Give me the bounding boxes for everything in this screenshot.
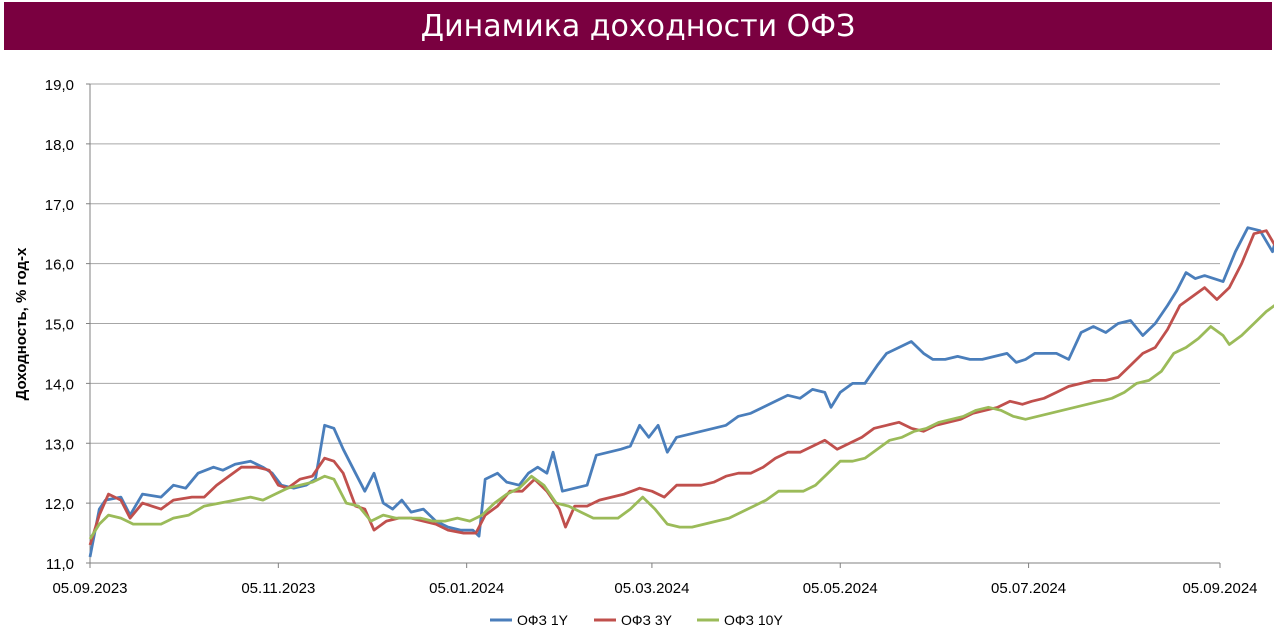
y-tick-label: 14,0	[45, 376, 74, 393]
x-tick-label: 05.03.2024	[614, 580, 689, 597]
y-tick-label: 13,0	[45, 436, 74, 453]
y-tick-label: 18,0	[45, 137, 74, 154]
x-tick-label: 05.11.2023	[241, 580, 315, 597]
legend: ОФЗ 1Y ОФЗ 3Y ОФЗ 10Y	[490, 612, 783, 628]
y-tick-label: 15,0	[45, 317, 74, 334]
x-tick-label: 05.07.2024	[991, 580, 1066, 597]
x-tick-label: 05.01.2024	[429, 580, 504, 597]
x-tick-label: 05.09.2023	[52, 580, 127, 597]
series-lines	[88, 226, 1274, 558]
x-axis-ticks: 05.09.2023 05.11.2023 05.01.2024 05.03.2024…	[52, 563, 1258, 597]
grid-lines	[90, 83, 1220, 504]
y-axis-label: Доходность, % год-х	[13, 247, 30, 400]
legend-label: ОФЗ 3Y	[621, 612, 673, 628]
legend-label: ОФЗ 1Y	[517, 612, 569, 628]
y-axis-ticks: 11,0 12,0 13,0 14,0 15,0 16,0 17,0 18,0 19,0	[45, 77, 90, 573]
y-tick-label: 19,0	[45, 77, 74, 94]
y-tick-label: 11,0	[46, 556, 74, 573]
x-tick-label: 05.05.2024	[803, 580, 878, 597]
y-tick-label: 12,0	[45, 496, 74, 513]
series-line-2	[88, 304, 1274, 540]
legend-label: ОФЗ 10Y	[724, 612, 783, 628]
x-tick-label: 05.09.2024	[1182, 580, 1257, 597]
y-tick-label: 16,0	[45, 257, 74, 274]
series-line-1	[88, 229, 1274, 546]
chart-title: Динамика доходности ОФЗ	[4, 2, 1272, 50]
series-line-0	[88, 226, 1274, 558]
y-tick-label: 17,0	[45, 197, 74, 214]
